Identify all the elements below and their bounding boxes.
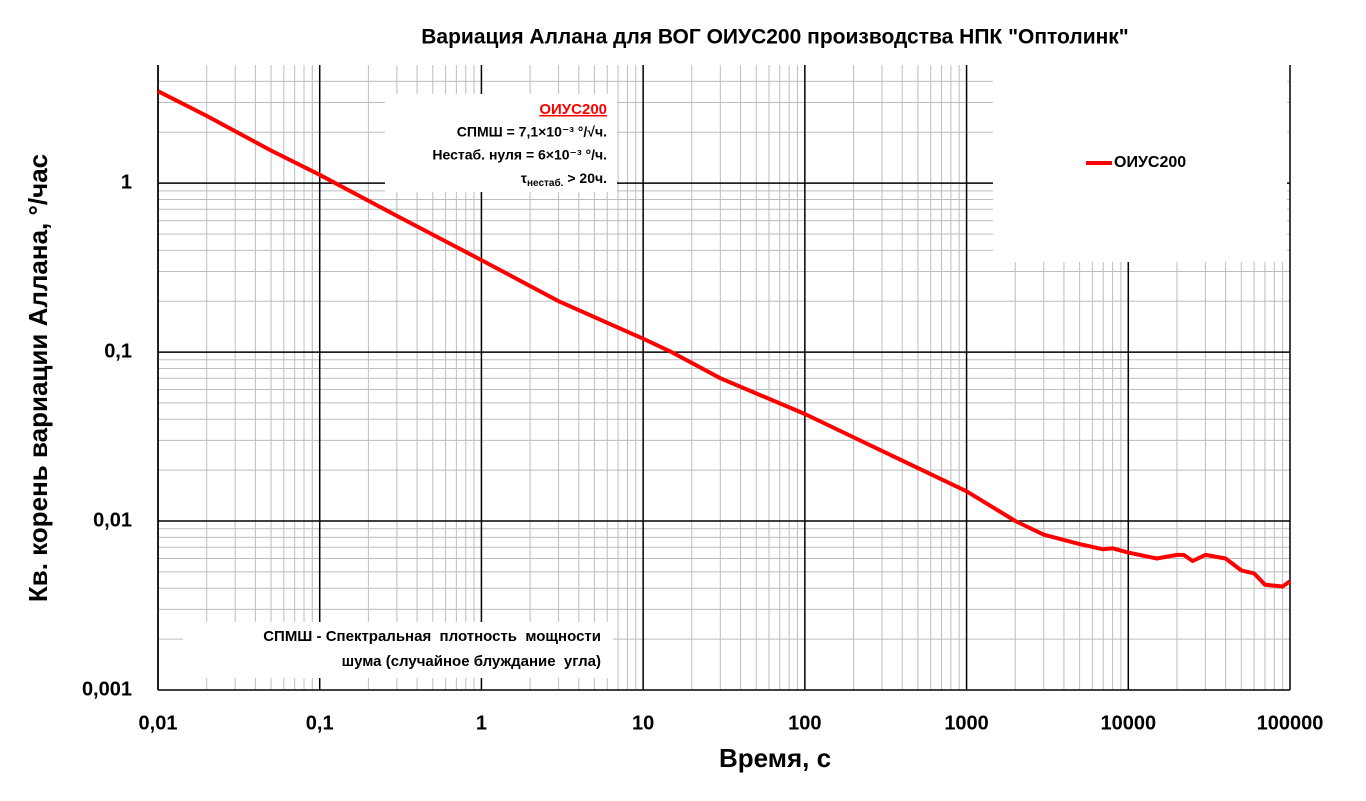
x-tick-label: 0,1	[306, 712, 334, 734]
x-tick-label: 100000	[1257, 712, 1324, 734]
annotation-line: СПМШ = 7,1×10⁻³ °/√ч.	[457, 124, 607, 140]
annotation-box	[385, 94, 617, 192]
tau-subscript: нестаб.	[527, 177, 564, 189]
legend-box	[993, 65, 1287, 262]
annotation-title: ОИУС200	[539, 101, 607, 118]
x-tick-label: 10	[632, 712, 654, 734]
x-tick-label: 100	[788, 712, 821, 734]
x-tick-label: 1000	[944, 712, 989, 734]
y-tick-label: 0,1	[104, 340, 132, 362]
x-tick-label: 10000	[1100, 712, 1156, 734]
annotation-tau: τнестаб. > 20ч.	[521, 170, 607, 189]
note-box	[183, 622, 613, 678]
y-axis-label: Кв. корень вариации Аллана, °/час	[23, 154, 53, 602]
chart-title: Вариация Аллана для ВОГ ОИУС200 производ…	[421, 26, 1129, 49]
annotation-line: Нестаб. нуля = 6×10⁻³ °/ч.	[432, 147, 607, 163]
note-line: СПМШ - Спектральная плотность мощности	[263, 628, 601, 645]
y-tick-label: 1	[121, 171, 132, 193]
x-tick-label: 1	[476, 712, 487, 734]
y-tick-label: 0,01	[93, 509, 132, 531]
y-tick-label: 0,001	[82, 678, 132, 700]
note-line: шума (случайное блуждание угла)	[342, 653, 601, 670]
x-axis-label: Время, с	[719, 743, 831, 773]
series-line	[157, 89, 1292, 589]
legend-label: ОИУС200	[1114, 154, 1186, 171]
tau-text: > 20ч.	[563, 170, 607, 186]
tau-symbol: τ	[521, 170, 528, 186]
x-tick-label: 0,01	[139, 712, 178, 734]
